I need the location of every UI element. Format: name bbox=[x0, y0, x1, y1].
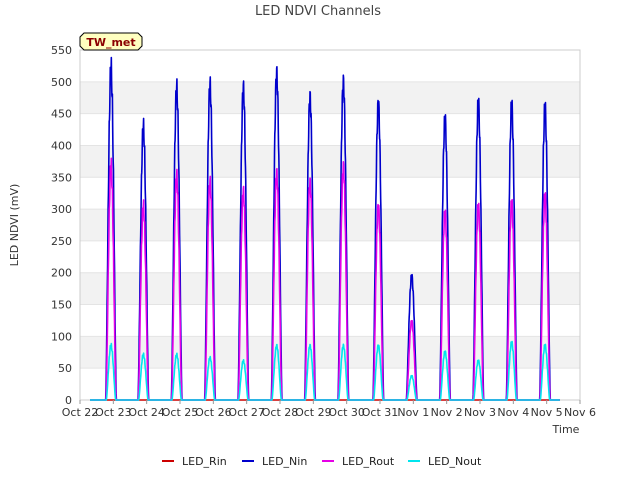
legend-label: LED_Rout bbox=[342, 455, 395, 468]
x-tick-label: Nov 4 bbox=[497, 406, 529, 419]
legend-label: LED_Rin bbox=[182, 455, 227, 468]
x-tick-label: Nov 1 bbox=[397, 406, 429, 419]
grid-band bbox=[80, 145, 580, 178]
y-tick-label: 250 bbox=[51, 235, 72, 248]
series-line-led-nout bbox=[89, 340, 561, 401]
x-tick-label: Nov 3 bbox=[464, 406, 496, 419]
x-tick-label: Oct 24 bbox=[128, 406, 165, 419]
x-tick-label: Oct 30 bbox=[328, 406, 365, 419]
y-tick-label: 0 bbox=[65, 394, 72, 407]
y-axis-ticks: 0 50 100 150 200 250 300 350 400 450 500 550 bbox=[51, 44, 72, 407]
grid-band bbox=[80, 81, 580, 114]
y-tick-label: 500 bbox=[51, 76, 72, 89]
grid-bands bbox=[80, 81, 580, 369]
x-tick-label: Oct 23 bbox=[95, 406, 132, 419]
y-tick-label: 150 bbox=[51, 299, 72, 312]
legend-label: LED_Nin bbox=[262, 455, 307, 468]
grid-band bbox=[80, 336, 580, 369]
y-tick-label: 550 bbox=[51, 44, 72, 57]
series-layer bbox=[89, 56, 561, 401]
grid-band bbox=[80, 272, 580, 305]
x-tick-label: Oct 29 bbox=[295, 406, 332, 419]
legend-label: LED_Nout bbox=[428, 455, 482, 468]
y-tick-label: 300 bbox=[51, 203, 72, 216]
legend: LED_Rin LED_Nin LED_Rout LED_Nout bbox=[162, 455, 482, 468]
x-tick-label: Oct 28 bbox=[262, 406, 299, 419]
y-tick-label: 200 bbox=[51, 267, 72, 280]
x-tick-label: Nov 6 bbox=[564, 406, 596, 419]
y-tick-label: 450 bbox=[51, 108, 72, 121]
y-tick-label: 350 bbox=[51, 171, 72, 184]
x-tick-label: Nov 2 bbox=[431, 406, 463, 419]
x-tick-label: Oct 31 bbox=[362, 406, 399, 419]
x-tick-label: Oct 22 bbox=[62, 406, 99, 419]
x-tick-label: Oct 26 bbox=[195, 406, 232, 419]
badge-box bbox=[79, 32, 143, 51]
chart-title: LED NDVI Channels bbox=[255, 4, 381, 19]
x-axis-label: Time bbox=[552, 423, 580, 436]
station-badge: TW_met bbox=[79, 32, 143, 51]
y-axis-label: LED NDVI (mV) bbox=[8, 184, 21, 267]
x-tick-label: Oct 25 bbox=[162, 406, 199, 419]
x-tick-label: Nov 5 bbox=[531, 406, 563, 419]
badge-label: TW_met bbox=[86, 36, 135, 49]
y-tick-label: 50 bbox=[58, 362, 72, 375]
grid-band bbox=[80, 209, 580, 241]
x-tick-label: Oct 27 bbox=[228, 406, 265, 419]
y-tick-label: 400 bbox=[51, 139, 72, 152]
y-tick-label: 100 bbox=[51, 330, 72, 343]
